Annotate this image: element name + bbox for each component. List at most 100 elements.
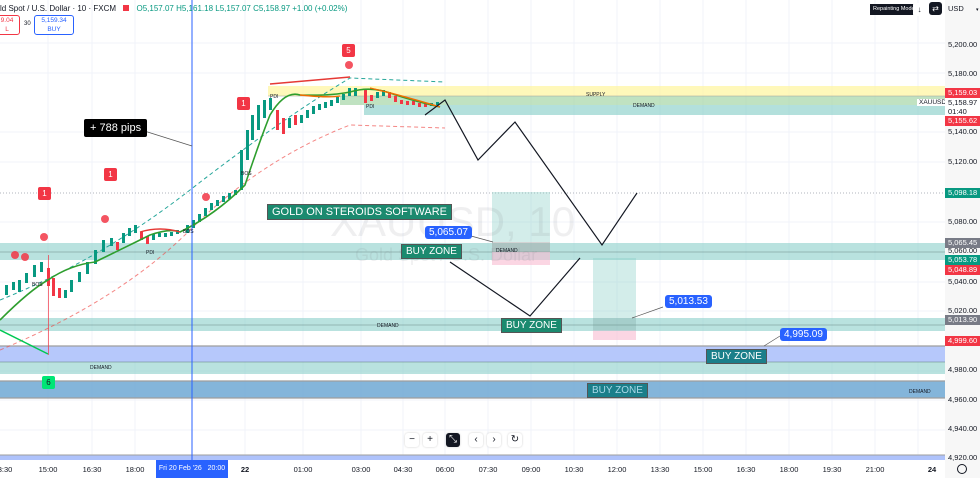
level-tag-2: 5,065.45 — [945, 238, 980, 248]
bos-label-2: BOS — [183, 229, 194, 235]
demand-label-low1: DEMAND — [377, 323, 399, 329]
time-label: 19:30 — [822, 465, 842, 474]
buy-zone-label-4[interactable]: BUY ZONE — [587, 383, 648, 398]
time-label: 04:30 — [393, 465, 413, 474]
supply-label: SUPPLY — [586, 92, 606, 98]
price-callout-3[interactable]: 4,995.09 — [780, 328, 827, 341]
bos-label-1: BOS — [32, 282, 43, 288]
buy-zone-label-1[interactable]: BUY ZONE — [401, 244, 462, 259]
time-label: 18:00 — [779, 465, 799, 474]
sell-button[interactable]: 9.04 L — [0, 15, 20, 35]
bar-countdown: 01:40 — [945, 107, 980, 117]
time-label: 3:30 — [0, 465, 13, 474]
sell-price: 9.04 — [0, 17, 14, 24]
zoom-out-button[interactable]: − — [405, 433, 419, 447]
download-icon[interactable]: ↓ — [913, 3, 926, 16]
price-callout-1[interactable]: 5,065.07 — [425, 226, 472, 239]
pdi-label-2: PDI — [366, 104, 375, 110]
demand-label-top: DEMAND — [633, 103, 655, 109]
buy-button[interactable]: 5,159.34 BUY — [34, 15, 74, 35]
level-tag-1: 5,098.18 — [945, 188, 980, 198]
buy-price: 5,159.34 — [41, 17, 67, 24]
symbol-title[interactable]: ld Spot / U.S. Dollar · 10 · FXCM — [0, 4, 117, 13]
fullscreen-button[interactable]: ⤡ — [446, 433, 460, 447]
time-label: 22 — [240, 465, 250, 474]
scroll-right-button[interactable]: › — [487, 433, 501, 447]
price-label: 5,080.00 — [948, 217, 978, 226]
time-label: 07:30 — [478, 465, 498, 474]
change-value: +1.00 (+0.02%) — [292, 4, 348, 13]
close-value: C5,158.97 — [253, 4, 291, 13]
price-label: 5,020.00 — [948, 306, 978, 315]
open-value: O5,157.07 — [136, 4, 174, 13]
price-label: 5,180.00 — [948, 69, 978, 78]
price-label: 5,140.00 — [948, 127, 978, 136]
pdi-label-1: PDI — [270, 94, 279, 100]
time-label: 13:30 — [650, 465, 670, 474]
time-label: 03:00 — [351, 465, 371, 474]
level-tag-5: 5,048.89 — [945, 265, 980, 275]
sell-signal-marker-1: 1 — [38, 187, 51, 200]
supply-price-tag: 5,159.03 — [945, 88, 980, 98]
time-label: 12:00 — [607, 465, 627, 474]
buy-zone-label-2[interactable]: BUY ZONE — [501, 318, 562, 333]
time-label: 16:30 — [736, 465, 756, 474]
price-label: 4,980.00 — [948, 365, 978, 374]
pips-label[interactable]: + 788 pips — [84, 119, 148, 137]
zoom-in-button[interactable]: + — [423, 433, 437, 447]
demand-label-mid: DEMAND — [496, 248, 518, 254]
repainting-mode-badge[interactable]: Repainting Mode — [870, 4, 920, 15]
price-label: 4,920.00 — [948, 453, 978, 462]
sell-label: L — [5, 26, 9, 33]
reset-chart-button[interactable]: ↻ — [508, 433, 522, 447]
sell-signal-marker-2: 1 — [104, 168, 117, 181]
time-label: 18:00 — [125, 465, 145, 474]
demand-price-tag: 5,155.62 — [945, 116, 980, 126]
level-tag-4: 5,053.78 — [945, 255, 980, 265]
sell-signal-marker-5: 5 — [342, 44, 355, 57]
time-label: 06:00 — [435, 465, 455, 474]
price-label: 5,120.00 — [948, 157, 978, 166]
fullscreen-icon: ⤡ — [449, 434, 457, 445]
level-tag-7: 4,999.60 — [945, 336, 980, 346]
settings-icon[interactable] — [957, 464, 967, 474]
pdi-label-3: PDI — [146, 250, 155, 256]
price-label: 4,940.00 — [948, 424, 978, 433]
chart-pane[interactable] — [0, 0, 945, 460]
buy-signal-marker-6: 6 — [42, 376, 55, 389]
chevron-down-icon: ▾ — [975, 7, 979, 13]
price-callout-2[interactable]: 5,013.53 — [665, 295, 712, 308]
last-price-tag: 5,158.97 — [945, 98, 980, 108]
time-axis[interactable]: 3:30 15:00 16:30 18:00 22 01:00 03:00 04… — [0, 460, 945, 478]
price-label: 5,200.00 — [948, 40, 978, 49]
time-label: 10:30 — [564, 465, 584, 474]
time-label: 09:00 — [521, 465, 541, 474]
time-label: 15:00 — [693, 465, 713, 474]
currency-selector[interactable]: USD ▾ — [948, 4, 978, 13]
price-axis[interactable]: USD ▾ 5,200.00 5,180.00 5,159.03 5,158.9… — [945, 0, 980, 478]
replay-icon[interactable]: ⇄ — [929, 2, 942, 15]
buy-zone-label-3[interactable]: BUY ZONE — [706, 349, 767, 364]
symbol-price-tag: XAUUSD — [917, 99, 949, 106]
time-label: 21:00 — [865, 465, 885, 474]
bos-label-3: BOS — [241, 171, 252, 177]
price-label: 4,960.00 — [948, 395, 978, 404]
demand-label-right: DEMAND — [909, 389, 931, 395]
time-label: 16:30 — [82, 465, 102, 474]
time-cursor-label: Fri 20 Feb '26 20:00 — [156, 460, 228, 478]
scroll-left-button[interactable]: ‹ — [469, 433, 483, 447]
price-label: 5,060.00 — [948, 246, 978, 255]
software-label[interactable]: GOLD ON STEROIDS SOFTWARE — [267, 204, 452, 220]
low-value: L5,157.07 — [215, 4, 251, 13]
market-closed-icon — [123, 5, 130, 11]
high-value: H5,161.18 — [176, 4, 214, 13]
buy-label: BUY — [47, 26, 61, 33]
time-label: 15:00 — [38, 465, 58, 474]
level-tag-6: 5,013.90 — [945, 315, 980, 325]
spread-value: 30 — [24, 21, 31, 27]
symbol-legend: ld Spot / U.S. Dollar · 10 · FXCM O5,157… — [0, 4, 347, 13]
price-label: 5,040.00 — [948, 277, 978, 286]
currency-label: USD — [948, 4, 964, 13]
sell-signal-marker-3: 1 — [237, 97, 250, 110]
time-label: 24 — [927, 465, 937, 474]
